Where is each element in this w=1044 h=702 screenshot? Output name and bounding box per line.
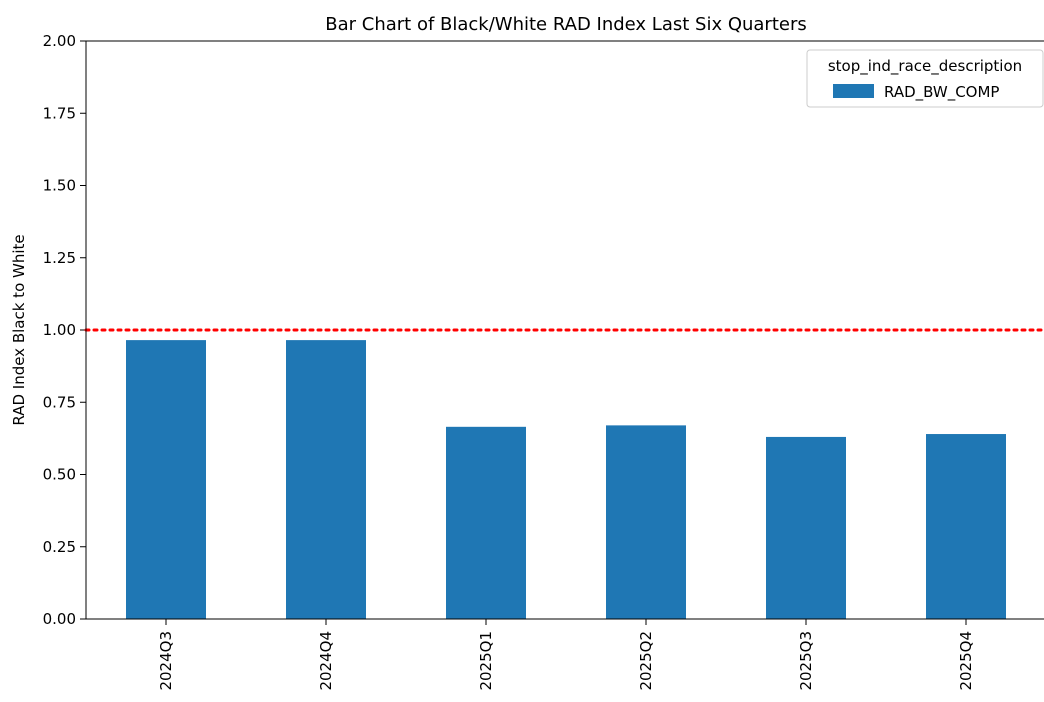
y-axis-title: RAD Index Black to White bbox=[10, 234, 28, 425]
x-tick-label: 2024Q4 bbox=[317, 631, 335, 691]
x-tick-label: 2025Q3 bbox=[797, 631, 815, 691]
y-axis-ticks: 0.00 0.25 0.50 0.75 1.00 1.25 1.50 1.75 2.00 bbox=[43, 32, 86, 628]
y-tick-label: 1.00 bbox=[43, 321, 76, 339]
x-tick-label: 2025Q4 bbox=[957, 631, 975, 691]
y-tick-label: 0.00 bbox=[43, 610, 76, 628]
legend: stop_ind_race_description RAD_BW_COMP bbox=[806, 49, 1044, 108]
legend-title: stop_ind_race_description bbox=[828, 57, 1022, 76]
bar-2025Q1 bbox=[446, 426, 526, 619]
x-tick-label: 2024Q3 bbox=[157, 631, 175, 691]
bar-2025Q2 bbox=[606, 425, 686, 619]
y-tick-label: 1.25 bbox=[43, 249, 76, 267]
chart-title: Bar Chart of Black/White RAD Index Last … bbox=[325, 14, 806, 35]
y-tick-label: 0.75 bbox=[43, 393, 76, 411]
bar-2025Q4 bbox=[926, 434, 1006, 619]
bar-2025Q3 bbox=[766, 436, 846, 619]
x-tick-label: 2025Q2 bbox=[637, 631, 655, 691]
legend-swatch bbox=[833, 84, 874, 98]
y-tick-label: 2.00 bbox=[43, 32, 76, 50]
y-tick-label: 0.25 bbox=[43, 538, 76, 556]
y-tick-label: 1.50 bbox=[43, 177, 76, 195]
x-axis-ticks: 2024Q3 2024Q4 2025Q1 2025Q2 2025Q3 2025Q4 bbox=[157, 619, 975, 691]
legend-label: RAD_BW_COMP bbox=[884, 83, 999, 102]
x-tick-label: 2025Q1 bbox=[477, 631, 495, 691]
y-tick-label: 1.75 bbox=[43, 104, 76, 122]
bar-2024Q3 bbox=[126, 340, 206, 619]
bars bbox=[126, 340, 1006, 619]
plot-area-frame bbox=[85, 40, 1044, 620]
y-tick-label: 0.50 bbox=[43, 466, 76, 484]
bar-2024Q4 bbox=[286, 340, 366, 619]
